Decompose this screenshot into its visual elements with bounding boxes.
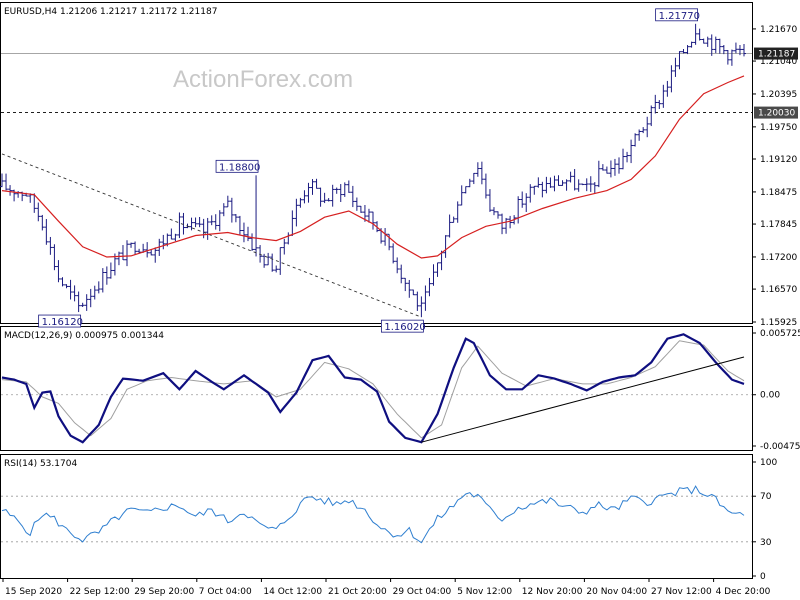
price-tick-label: 1.19120	[760, 155, 797, 165]
rsi-path	[1, 485, 745, 544]
current-price-tag-label: 1.21187	[758, 50, 795, 60]
macd-main-line	[1, 333, 745, 444]
macd-tick-label: -0.004755	[760, 442, 800, 452]
price-axis: 1.21670 1.21040 1.20395 1.19750 1.19120 1.184…	[752, 25, 797, 328]
rsi-header: RSI(14) 53.1704	[4, 459, 77, 469]
annotation-box	[215, 159, 259, 173]
price-annotations: 1.16120 1.18800 1.16020 1.21770	[38, 8, 700, 333]
rsi-tick-label: 100	[760, 458, 777, 468]
moving-average	[1, 75, 745, 259]
price-tick-label: 1.18475	[760, 188, 797, 198]
time-tick-label: 22 Sep 12:00	[70, 587, 130, 597]
rsi-levels	[1, 495, 752, 543]
price-tick-label: 1.16570	[760, 285, 797, 295]
time-axis: 15 Sep 2020 22 Sep 12:00 29 Sep 20:00 7 Oct…	[2, 578, 771, 597]
rsi-tick-label: 70	[760, 492, 772, 502]
time-tick-label: 15 Sep 2020	[5, 587, 62, 597]
price-bars	[0, 23, 746, 318]
macd-axis: 0.005725 0.00 -0.004755	[752, 329, 800, 452]
rsi-panel	[0, 454, 753, 579]
annotation-label: 1.21770	[659, 11, 700, 22]
annotation-label: 1.16020	[384, 322, 425, 333]
time-tick-label: 7 Oct 04:00	[199, 587, 252, 597]
current-price-tag	[754, 47, 798, 60]
macd-trendline	[421, 356, 745, 443]
annotation-box	[655, 8, 699, 22]
macd-signal-line	[1, 340, 745, 439]
rsi-tick-label: 0	[760, 572, 766, 582]
price-header: EURUSD,H4 1.21206 1.21217 1.21172 1.2118…	[4, 7, 217, 17]
annotation-label: 1.16120	[42, 317, 83, 328]
time-tick-label: 29 Oct 04:00	[393, 587, 452, 597]
time-tick-label: 14 Oct 12:00	[263, 587, 322, 597]
level-tag	[754, 106, 798, 119]
macd-header: MACD(12,26,9) 0.000975 0.001344	[4, 331, 164, 341]
rsi-tick-label: 30	[760, 538, 772, 548]
annotation-label: 1.18800	[219, 162, 260, 173]
price-tick-label: 1.20395	[760, 90, 797, 100]
time-tick-label: 29 Sep 20:00	[134, 587, 194, 597]
rsi-line	[1, 485, 745, 544]
price-panel	[0, 2, 753, 324]
macd-tick-label: 0.005725	[760, 329, 800, 339]
price-tick-label: 1.17845	[760, 220, 797, 230]
rsi-axis: 100 70 30 0	[752, 458, 777, 582]
time-tick-label: 21 Oct 20:00	[328, 587, 387, 597]
annotation-box	[380, 319, 424, 333]
time-tick-label: 5 Nov 12:00	[457, 587, 512, 597]
time-tick-label: 27 Nov 12:00	[651, 587, 712, 597]
price-tick-label: 1.19750	[760, 123, 797, 133]
price-tick-label: 1.21670	[760, 25, 797, 35]
macd-tick-label: 0.00	[760, 391, 780, 401]
macd-panel	[0, 326, 753, 451]
level-tag-label: 1.20030	[758, 109, 795, 119]
time-tick-label: 4 Dec 20:00	[716, 587, 771, 597]
price-tags: 1.21187 1.20030	[754, 47, 798, 119]
price-tick-label: 1.21040	[760, 57, 797, 67]
annotation-box	[38, 314, 82, 328]
macd-lines	[1, 333, 745, 444]
watermark: ActionForex.com	[173, 66, 353, 93]
price-tick-label: 1.15925	[760, 318, 797, 328]
price-tick-label: 1.17200	[760, 253, 797, 263]
moving-average-line	[1, 75, 745, 259]
time-tick-label: 12 Nov 20:00	[522, 587, 583, 597]
time-tick-label: 20 Nov 04:00	[586, 587, 647, 597]
price-reference-lines	[1, 53, 752, 113]
